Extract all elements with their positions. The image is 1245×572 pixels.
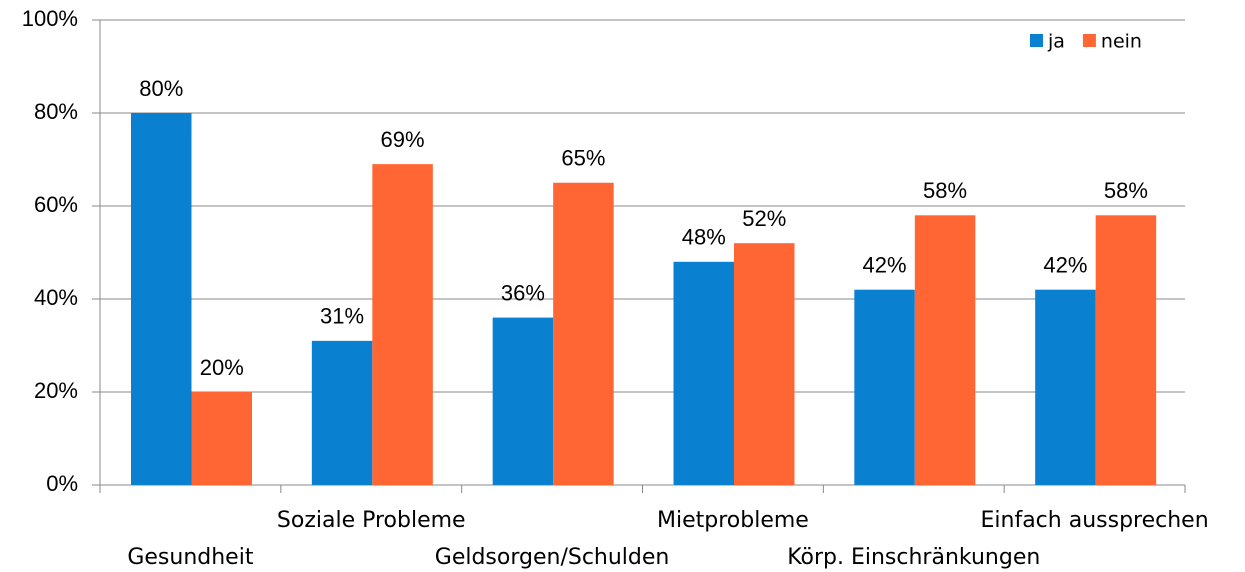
value-label: 36% — [501, 280, 545, 305]
y-tick-label: 20% — [34, 378, 78, 403]
bar — [372, 164, 433, 485]
value-label: 65% — [561, 146, 605, 171]
value-label: 42% — [863, 253, 907, 278]
value-label: 58% — [1104, 178, 1148, 203]
value-label: 42% — [1043, 253, 1087, 278]
x-tick-label: Einfach aussprechen — [981, 508, 1209, 533]
value-label: 48% — [682, 225, 726, 250]
value-label: 20% — [200, 355, 244, 380]
legend-label: ja — [1047, 31, 1065, 53]
y-tick-label: 100% — [22, 6, 78, 31]
bar — [854, 289, 915, 485]
x-tick-label: Geldsorgen/Schulden — [435, 545, 670, 570]
value-label: 58% — [923, 178, 967, 203]
bar — [914, 215, 976, 486]
bar — [734, 243, 795, 485]
value-label: 69% — [381, 127, 425, 152]
bar — [1095, 215, 1157, 486]
bar — [553, 182, 614, 485]
bar — [492, 317, 554, 485]
bar — [191, 392, 252, 485]
bar — [311, 340, 373, 485]
bar — [673, 261, 734, 485]
y-tick-label: 0% — [46, 471, 78, 496]
legend-swatch — [1030, 34, 1043, 47]
y-tick-label: 40% — [34, 285, 78, 310]
y-tick-label: 60% — [34, 192, 78, 217]
x-tick-label: Gesundheit — [127, 545, 253, 570]
value-label: 80% — [139, 76, 183, 101]
legend-swatch — [1082, 34, 1096, 47]
y-tick-label: 80% — [34, 99, 78, 124]
x-tick-label: Körp. Einschränkungen — [787, 545, 1040, 570]
value-label: 31% — [320, 304, 364, 329]
bar — [1035, 289, 1096, 485]
bar — [131, 113, 192, 485]
x-tick-label: Mietprobleme — [657, 508, 809, 533]
legend-label: nein — [1101, 31, 1142, 53]
value-label: 52% — [742, 206, 786, 231]
x-tick-label: Soziale Probleme — [277, 508, 466, 533]
